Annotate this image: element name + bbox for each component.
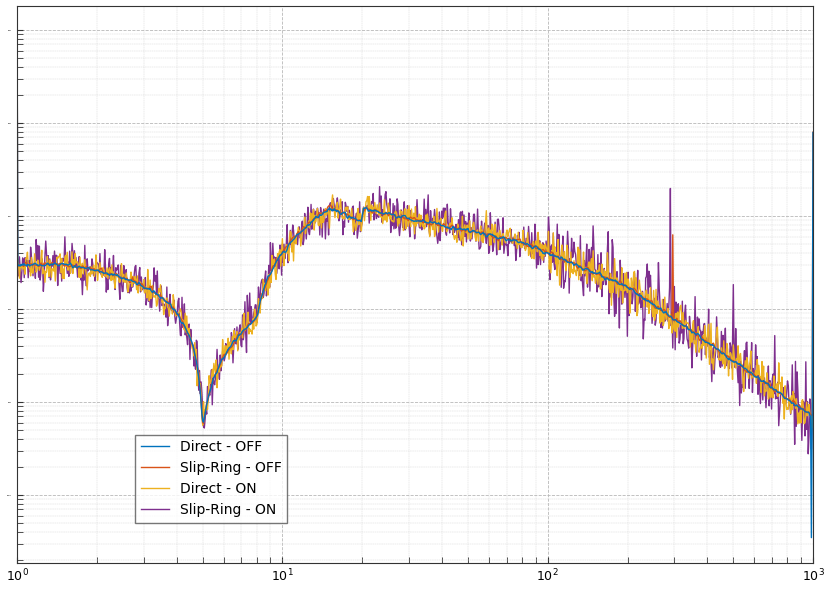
Line: Slip-Ring - OFF: Slip-Ring - OFF: [17, 31, 813, 424]
Slip-Ring - ON: [559, 277, 569, 284]
Slip-Ring - ON: [648, 308, 658, 315]
Slip-Ring - ON: [633, 300, 643, 307]
Direct - OFF: [93, 266, 103, 273]
Line: Direct - ON: Direct - ON: [17, 195, 813, 433]
Direct - ON: [808, 424, 818, 431]
Direct - ON: [559, 248, 569, 255]
Direct - ON: [334, 203, 344, 210]
Direct - OFF: [363, 206, 373, 213]
Slip-Ring - ON: [803, 450, 813, 457]
Slip-Ring - ON: [808, 411, 818, 418]
Slip-Ring - ON: [334, 217, 344, 224]
Direct - ON: [328, 191, 338, 198]
Slip-Ring - OFF: [93, 267, 103, 274]
Direct - ON: [633, 287, 643, 294]
Slip-Ring - ON: [363, 202, 373, 209]
Slip-Ring - OFF: [648, 301, 658, 308]
Slip-Ring - OFF: [334, 210, 344, 217]
Slip-Ring - OFF: [559, 258, 569, 266]
Slip-Ring - ON: [374, 183, 384, 190]
Direct - OFF: [632, 291, 642, 298]
Legend: Direct - OFF, Slip-Ring - OFF, Direct - ON, Slip-Ring - ON: Direct - OFF, Slip-Ring - OFF, Direct - …: [135, 435, 287, 523]
Direct - ON: [807, 430, 817, 437]
Slip-Ring - ON: [93, 261, 103, 268]
Direct - OFF: [334, 208, 344, 215]
Direct - OFF: [12, 27, 22, 34]
Direct - ON: [12, 248, 22, 255]
Slip-Ring - OFF: [198, 420, 208, 427]
Direct - OFF: [647, 300, 657, 307]
Direct - OFF: [559, 257, 569, 264]
Slip-Ring - OFF: [633, 291, 643, 299]
Slip-Ring - ON: [12, 261, 22, 268]
Slip-Ring - OFF: [12, 28, 22, 35]
Direct - ON: [93, 268, 103, 275]
Slip-Ring - OFF: [364, 206, 374, 213]
Direct - ON: [364, 209, 374, 216]
Direct - OFF: [807, 534, 817, 541]
Line: Slip-Ring - ON: Slip-Ring - ON: [17, 186, 813, 454]
Direct - OFF: [808, 129, 818, 136]
Line: Direct - OFF: Direct - OFF: [17, 31, 813, 537]
Slip-Ring - OFF: [808, 129, 818, 136]
Direct - ON: [648, 313, 658, 320]
